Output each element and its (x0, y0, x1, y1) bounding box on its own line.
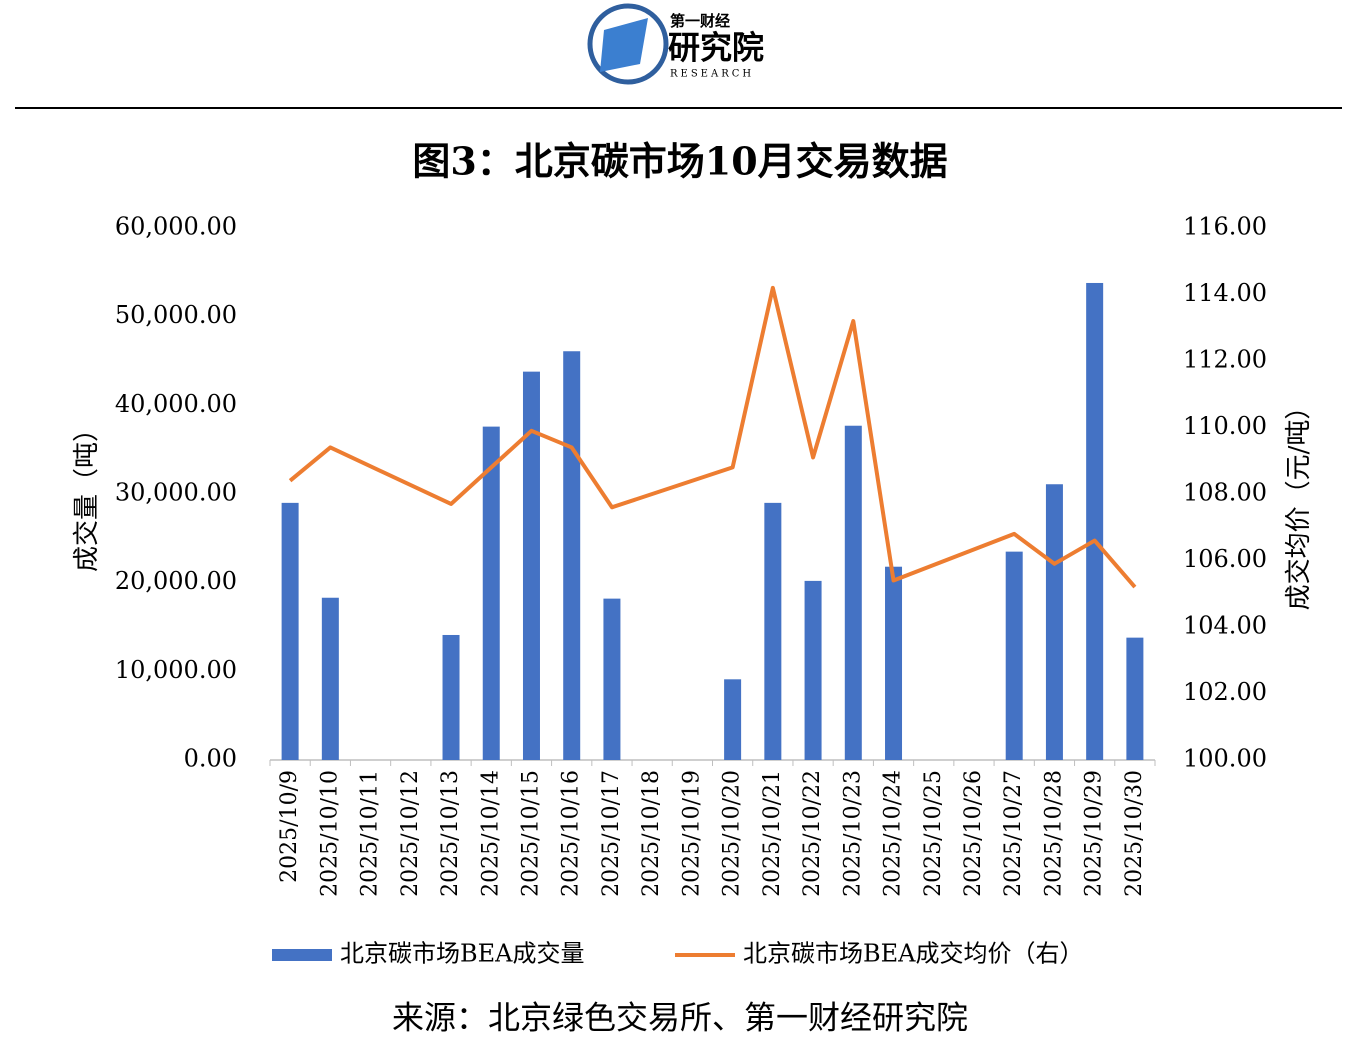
y2-tick-label: 104.00 (1183, 612, 1267, 640)
bar (281, 502, 299, 760)
y2-tick-label: 100.00 (1183, 745, 1267, 773)
y-tick-label: 50,000.00 (115, 301, 237, 329)
x-tick-label: 2025/10/25 (921, 770, 946, 897)
bar (321, 597, 339, 760)
bar (482, 426, 500, 760)
bar (1005, 551, 1023, 760)
bar (563, 351, 581, 760)
y2-tick-label: 116.00 (1183, 213, 1267, 241)
x-tick-label: 2025/10/22 (800, 770, 825, 897)
x-tick-label: 2025/10/21 (760, 770, 785, 897)
x-tick-label: 2025/10/18 (639, 770, 664, 897)
y-tick-label: 60,000.00 (115, 213, 237, 241)
bar (764, 502, 782, 760)
bar (1086, 282, 1104, 760)
y2-tick-label: 112.00 (1183, 346, 1267, 374)
bar (522, 371, 540, 760)
x-tick-label: 2025/10/15 (518, 770, 543, 897)
bar (1045, 484, 1063, 760)
x-tick-label: 2025/10/20 (720, 770, 745, 897)
bar (804, 580, 822, 760)
bar (603, 598, 621, 760)
x-tick-label: 2025/10/27 (1001, 770, 1026, 897)
logo: 第一财经 研究院 RESEARCH (587, 3, 764, 85)
x-tick-label: 2025/10/28 (1041, 770, 1066, 897)
bar (844, 425, 862, 760)
bar (1126, 637, 1144, 760)
logo-sub: RESEARCH (670, 69, 754, 80)
logo-main: 研究院 (668, 29, 764, 67)
logo-mark (600, 18, 648, 72)
y2-tick-label: 110.00 (1183, 412, 1267, 440)
bar (442, 634, 460, 760)
y2-tick-label: 106.00 (1183, 545, 1267, 573)
x-tick-label: 2025/10/13 (438, 770, 463, 897)
x-tick-label: 2025/10/10 (317, 770, 342, 897)
y-tick-label: 40,000.00 (115, 390, 237, 418)
y-tick-label: 10,000.00 (115, 656, 237, 684)
x-tick-label: 2025/10/9 (277, 770, 302, 883)
chart-title: 图3：北京碳市场10月交易数据 (412, 139, 947, 184)
x-tick-label: 2025/10/17 (599, 770, 624, 897)
legend-label: 北京碳市场BEA成交量 (340, 940, 585, 968)
y-tick-label: 20,000.00 (115, 567, 237, 595)
x-tick-label: 2025/10/12 (398, 770, 423, 897)
logo-ring (587, 3, 669, 85)
x-tick-label: 2025/10/24 (881, 770, 906, 897)
x-tick-label: 2025/10/29 (1082, 770, 1107, 897)
x-tick-label: 2025/10/19 (679, 770, 704, 897)
bar (885, 566, 903, 760)
y2-tick-label: 102.00 (1183, 678, 1267, 706)
y2-tick-label: 108.00 (1183, 479, 1267, 507)
logo-top: 第一财经 (670, 12, 730, 30)
x-tick-label: 2025/10/23 (840, 770, 865, 897)
line (288, 285, 1137, 589)
x-tick-label: 2025/10/14 (478, 770, 503, 897)
x-tick-label: 2025/10/26 (961, 770, 986, 897)
legend-label: 北京碳市场BEA成交均价（右） (743, 940, 1084, 968)
y2-tick-label: 114.00 (1183, 279, 1267, 307)
legend-swatch (272, 949, 332, 961)
source-note: 来源：北京绿色交易所、第一财经研究院 (392, 999, 968, 1037)
y-axis-title: 成交量（吨） (72, 416, 102, 572)
y-tick-label: 0.00 (184, 745, 237, 773)
x-tick-label: 2025/10/16 (559, 770, 584, 897)
x-tick-label: 2025/10/11 (358, 770, 383, 897)
y2-axis-title: 成交均价（元/吨） (1284, 394, 1314, 611)
x-tick-label: 2025/10/30 (1122, 770, 1147, 897)
bar (724, 679, 742, 760)
y-tick-label: 30,000.00 (115, 479, 237, 507)
